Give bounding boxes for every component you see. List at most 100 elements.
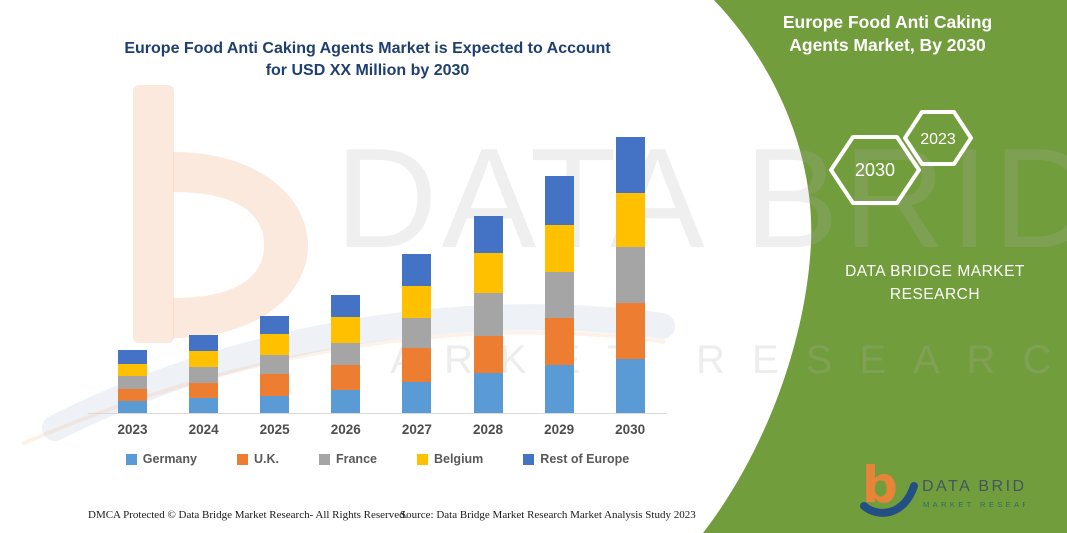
legend-swatch <box>523 453 535 465</box>
bar-2028 <box>473 216 503 413</box>
hexagon-2030-label: 2030 <box>855 160 895 180</box>
bar-segment-france <box>331 343 361 365</box>
bar-segment-germany <box>402 382 432 413</box>
bar-segment-u-k- <box>189 383 219 398</box>
hexagon-2030 <box>829 135 921 205</box>
x-tick-2026: 2026 <box>330 422 361 437</box>
bar-segment-u-k- <box>402 348 432 382</box>
bar-segment-belgium <box>473 253 503 293</box>
bar-segment-belgium <box>189 351 219 367</box>
chart-title: Europe Food Anti Caking Agents Market is… <box>80 38 655 82</box>
bar-segment-belgium <box>331 317 361 343</box>
hexagon-2023-label: 2023 <box>920 131 956 148</box>
bar-segment-rest-of-europe <box>189 335 219 351</box>
x-tick-2025: 2025 <box>259 422 290 437</box>
legend-item-germany: Germany <box>125 452 197 466</box>
hexagon-2023 <box>903 110 973 166</box>
bar-2026 <box>331 295 361 413</box>
chart-title-line1: Europe Food Anti Caking Agents Market is… <box>124 40 611 57</box>
legend-swatch <box>125 453 137 465</box>
legend-item-rest-of-europe: Rest of Europe <box>523 452 629 466</box>
bar-segment-u-k- <box>260 374 290 396</box>
bar-2024 <box>189 335 219 413</box>
bar-2029 <box>544 176 574 413</box>
brand-text: DATA BRIDGE MARKET RESEARCH <box>800 260 1067 306</box>
legend: Germany U.K. France Belgium Rest of Europe <box>88 452 667 466</box>
bar-segment-germany <box>615 359 645 413</box>
bar-segment-u-k- <box>615 303 645 359</box>
bar-segment-france <box>118 376 147 389</box>
bar-segment-u-k- <box>544 318 574 365</box>
bar-segment-belgium <box>544 225 574 272</box>
bar-segment-rest-of-europe <box>118 350 147 364</box>
bar-segment-germany <box>189 398 219 413</box>
legend-label: Germany <box>142 452 197 466</box>
bar-segment-belgium <box>402 286 432 318</box>
legend-item-france: France <box>318 452 377 466</box>
x-tick-2028: 2028 <box>472 422 504 437</box>
bar-2023 <box>118 350 147 413</box>
watermark-b-stem <box>133 85 174 343</box>
bar-segment-u-k- <box>118 389 147 401</box>
green-panel-shape <box>703 0 1067 533</box>
bar-segment-france <box>615 247 645 303</box>
hexagon-badges: 2030 2023 <box>829 110 973 205</box>
logo-subtext: MARKET RESEARCH <box>923 500 1025 509</box>
bar-chart <box>88 118 667 414</box>
bar-segment-france <box>260 355 290 374</box>
bar-segment-rest-of-europe <box>615 137 645 193</box>
bar-2025 <box>260 316 290 413</box>
x-tick-2027: 2027 <box>401 422 432 437</box>
side-panel-title-line1: Europe Food Anti Caking <box>782 12 993 32</box>
bar-segment-france <box>189 367 219 383</box>
bar-segment-belgium <box>118 364 147 376</box>
footer-dmca: DMCA Protected © Data Bridge Market Rese… <box>88 509 408 521</box>
bar-segment-rest-of-europe <box>473 216 503 253</box>
bar-segment-germany <box>260 396 290 413</box>
logo-wordmark: DATA BRIDGE <box>922 478 1025 495</box>
bar-segment-france <box>473 293 503 336</box>
bar-segment-rest-of-europe <box>260 316 290 334</box>
legend-label: France <box>335 452 377 466</box>
bars-layer <box>88 118 667 413</box>
bar-segment-germany <box>331 390 361 413</box>
logo-swoosh-icon <box>860 482 918 517</box>
legend-swatch <box>236 453 248 465</box>
dbmr-logo: b DATA BRIDGE MARKET RESEARCH <box>860 458 1025 517</box>
legend-label: U.K. <box>253 452 279 466</box>
bar-segment-rest-of-europe <box>544 176 574 225</box>
legend-swatch <box>416 453 428 465</box>
bar-2030 <box>615 137 645 413</box>
bar-segment-france <box>544 272 574 318</box>
x-tick-2030: 2030 <box>615 422 646 437</box>
legend-swatch <box>318 453 330 465</box>
watermark-b-bowl <box>173 152 308 338</box>
bar-segment-germany <box>118 401 147 413</box>
bar-segment-germany <box>473 373 503 413</box>
bar-segment-belgium <box>260 334 290 355</box>
legend-label: Rest of Europe <box>540 452 630 466</box>
legend-label: Belgium <box>433 452 484 466</box>
bar-2027 <box>402 254 432 413</box>
footer-source: Source: Data Bridge Market Research Mark… <box>400 509 696 521</box>
bar-segment-germany <box>544 365 574 413</box>
x-tick-2023: 2023 <box>117 422 148 437</box>
bar-segment-u-k- <box>331 365 361 390</box>
bar-segment-rest-of-europe <box>402 254 432 286</box>
chart-title-line2: for USD XX Million by 2030 <box>265 62 470 79</box>
bar-segment-u-k- <box>473 336 503 373</box>
side-panel-title-line2: Agents Market, By 2030 <box>789 35 986 55</box>
brand-text-line2: RESEARCH <box>889 286 981 303</box>
side-panel-title: Europe Food Anti Caking Agents Market, B… <box>745 11 1030 57</box>
bar-segment-rest-of-europe <box>331 295 361 317</box>
x-axis-labels: 2023 2024 2025 2026 2027 2028 2029 2030 <box>88 422 667 442</box>
legend-item-belgium: Belgium <box>416 452 484 466</box>
bar-segment-france <box>402 318 432 348</box>
watermark-big-text: DATA BRIDGE <box>335 119 1067 278</box>
x-tick-2024: 2024 <box>188 422 219 437</box>
watermark-sub-text: MARKET RESEARCH <box>330 338 1067 382</box>
bar-segment-belgium <box>615 193 645 247</box>
x-tick-2029: 2029 <box>544 422 575 437</box>
